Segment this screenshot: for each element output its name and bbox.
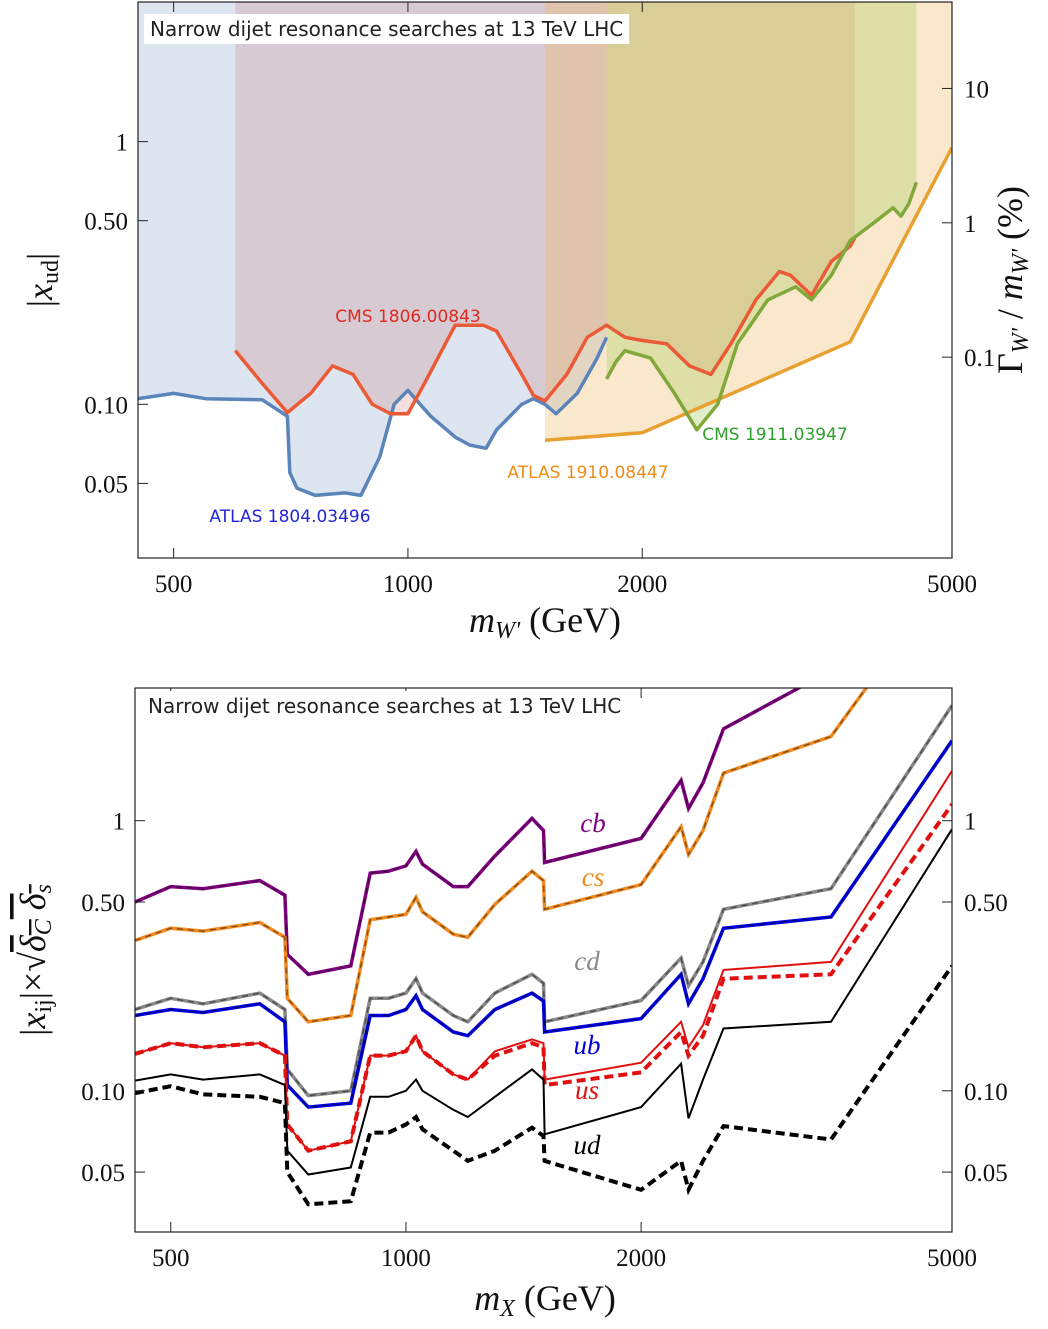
limit-line: [544, 146, 952, 442]
chart-title: Narrow dijet resonance searches at 13 Te…: [148, 694, 621, 718]
x-tick-label: 5000: [927, 1245, 977, 1272]
limit-line-dashed: [135, 803, 952, 1153]
limit-line: [135, 828, 952, 1176]
y2-tick-label: 0.1: [964, 345, 995, 372]
series-label: ATLAS 1804.03496: [209, 507, 370, 527]
limit-line: [135, 688, 803, 977]
series-label: ud: [574, 1130, 602, 1160]
excluded-region: [138, 2, 607, 496]
x-tick-label: 2000: [616, 1245, 666, 1272]
y-axis-label: |xud|: [20, 253, 64, 307]
label-part: W': [495, 618, 521, 644]
y2-tick-label: 0.05: [964, 1160, 1008, 1187]
y-tick-label: 0.10: [81, 1079, 125, 1106]
x-tick-label: 1000: [381, 1245, 431, 1272]
label-part: (GeV): [515, 1278, 616, 1318]
y2-tick-label: 1: [964, 211, 977, 238]
label-part: Γ: [990, 353, 1030, 374]
label-part: |: [20, 300, 60, 307]
label-part: |: [20, 253, 60, 260]
y-tick-label: 0.50: [84, 209, 128, 236]
limit-line: [138, 336, 609, 498]
y2-axis-label: ΓW' / mW' (%): [990, 186, 1034, 374]
label-part: |: [13, 1029, 53, 1036]
label-part: s: [31, 884, 57, 893]
label-part: δ: [13, 934, 53, 952]
y-axis-label: |xij|×√δC δs: [13, 884, 57, 1036]
label-part: x: [13, 1013, 53, 1030]
series-label: CMS 1911.03947: [702, 425, 847, 445]
x-axis-label: mW' (GeV): [469, 600, 621, 644]
series-label: cs: [582, 862, 605, 892]
excluded-region: [235, 2, 855, 414]
label-part: x: [20, 284, 60, 301]
title-background: [142, 691, 628, 721]
label-part: m: [469, 600, 495, 640]
label-part: m: [474, 1278, 500, 1318]
plot-area: [138, 2, 952, 498]
plot-area: [135, 688, 952, 1207]
x-tick-label: 1000: [383, 571, 433, 598]
label-part: |×√: [13, 952, 53, 1000]
excluded-region: [606, 2, 917, 430]
label-part: δ: [13, 892, 53, 919]
frame: [134, 687, 953, 1233]
label-part: W': [1008, 327, 1034, 353]
excluded-region: [545, 2, 952, 441]
y2-tick-label: 0.50: [964, 890, 1008, 917]
y-tick-label: 1: [113, 809, 126, 836]
series-label: us: [575, 1075, 599, 1105]
limit-line-dash: [135, 705, 952, 1097]
series-label: ub: [574, 1030, 601, 1060]
series-label: cb: [580, 808, 605, 838]
y-tick-label: 0.10: [84, 392, 128, 419]
limit-line-dash: [135, 688, 868, 1023]
limit-line-dash: [135, 740, 952, 1108]
limit-line: [135, 688, 869, 1024]
series-label: CMS 1806.00843: [335, 307, 480, 327]
title-background: [144, 14, 630, 44]
x-axis-label: mX (GeV): [474, 1278, 616, 1322]
y-tick-label: 0.50: [81, 890, 125, 917]
label-part: /: [990, 300, 1030, 328]
limit-line: [233, 237, 857, 416]
x-tick-label: 500: [152, 1245, 190, 1272]
label-part: ij: [31, 999, 57, 1012]
label-part: W': [1008, 248, 1034, 274]
limit-line-dashed: [135, 964, 952, 1207]
limit-line-dash: [135, 688, 801, 976]
y2-tick-label: 1: [964, 809, 977, 836]
label-part: (GeV): [520, 600, 621, 640]
limit-line: [135, 739, 952, 1109]
label-part: m: [990, 274, 1030, 300]
y-tick-label: 0.05: [81, 1160, 125, 1187]
label-part: C: [31, 918, 57, 935]
limit-line: [605, 181, 919, 432]
series-label: ATLAS 1910.08447: [507, 463, 668, 483]
y-tick-label: 1: [116, 130, 129, 157]
limit-line: [135, 704, 952, 1098]
label-part: (%): [990, 186, 1030, 249]
y2-tick-label: 10: [964, 76, 989, 103]
chart-title: Narrow dijet resonance searches at 13 Te…: [150, 17, 623, 41]
y-tick-label: 0.05: [84, 471, 128, 498]
x-tick-label: 5000: [927, 571, 977, 598]
y2-tick-label: 0.10: [964, 1079, 1008, 1106]
frame: [137, 1, 953, 559]
x-tick-label: 500: [155, 571, 193, 598]
series-label: cd: [574, 946, 600, 976]
label-part: X: [499, 1296, 516, 1322]
label-part: ud: [38, 260, 64, 284]
x-tick-label: 2000: [617, 571, 667, 598]
